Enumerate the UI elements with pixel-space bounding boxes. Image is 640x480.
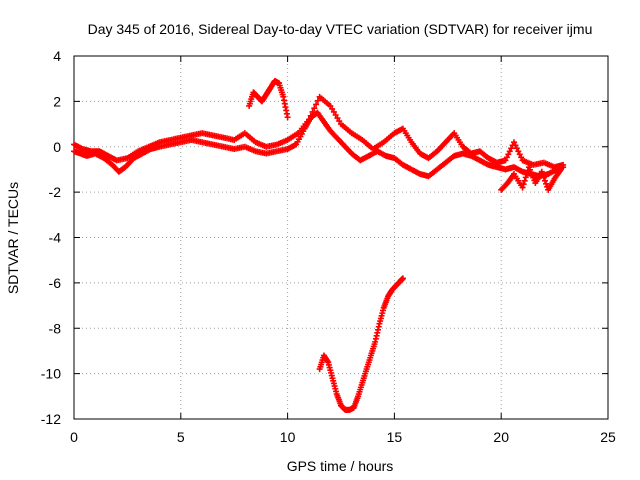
data-point xyxy=(521,177,528,184)
y-tick-label: 2 xyxy=(53,93,61,109)
data-point xyxy=(539,171,546,178)
y-tick-label: 4 xyxy=(53,48,61,64)
data-point xyxy=(540,174,547,181)
data-point xyxy=(515,148,522,155)
y-tick-label: -6 xyxy=(49,275,62,291)
data-point xyxy=(543,180,550,187)
data-point xyxy=(518,154,525,161)
y-tick-label: -12 xyxy=(41,411,61,427)
y-tick-label: -2 xyxy=(49,184,62,200)
series-trace-scatter-late xyxy=(498,164,565,193)
data-point xyxy=(519,184,526,191)
data-point xyxy=(511,139,518,146)
x-tick-label: 20 xyxy=(493,429,509,445)
data-point xyxy=(309,108,316,115)
data-point xyxy=(334,115,341,122)
data-point xyxy=(505,151,512,158)
x-tick-label: 15 xyxy=(387,429,403,445)
data-point xyxy=(284,114,291,121)
x-tick-label: 25 xyxy=(600,429,616,445)
data-point xyxy=(516,151,523,158)
data-point xyxy=(327,102,334,109)
data-point xyxy=(314,97,321,104)
data-point xyxy=(538,168,545,175)
y-tick-label: -8 xyxy=(49,320,62,336)
y-axis-label: SDTVAR / TECUs xyxy=(5,182,21,294)
data-point xyxy=(541,177,548,184)
data-point xyxy=(508,145,515,152)
x-tick-label: 0 xyxy=(70,429,78,445)
chart-title: Day 345 of 2016, Sidereal Day-to-day VTE… xyxy=(88,21,593,37)
data-point xyxy=(305,116,312,123)
data-point xyxy=(523,170,530,177)
series-trace-dip xyxy=(316,275,406,413)
data-point xyxy=(513,145,520,152)
data-point xyxy=(307,112,314,119)
data-point xyxy=(329,105,336,112)
x-axis-ticks: 0 5 10 15 20 25 xyxy=(70,56,616,445)
data-point xyxy=(332,111,339,118)
data-point xyxy=(313,101,320,108)
x-tick-label: 10 xyxy=(280,429,296,445)
y-tick-label: -4 xyxy=(49,230,62,246)
y-tick-label: -10 xyxy=(41,366,61,382)
y-tick-label: 0 xyxy=(53,139,61,155)
data-point xyxy=(330,108,337,115)
data-point xyxy=(512,142,519,149)
data-point xyxy=(502,157,509,164)
data-point xyxy=(336,118,343,125)
y-axis-ticks: -12 -10 -8 -6 -4 -2 0 2 4 xyxy=(41,48,608,427)
data-point xyxy=(520,181,527,188)
data-point xyxy=(399,275,406,282)
x-tick-label: 5 xyxy=(177,429,185,445)
series-trace-gap-8-10h xyxy=(246,77,291,121)
data-point xyxy=(558,166,565,173)
x-axis-label: GPS time / hours xyxy=(287,458,394,474)
data-point xyxy=(522,174,529,181)
grid xyxy=(74,56,608,419)
series-trace-upper xyxy=(71,93,567,171)
series-trace-main xyxy=(71,109,567,180)
data-marks xyxy=(71,77,567,413)
data-point xyxy=(311,105,318,112)
data-point xyxy=(560,161,567,168)
data-point xyxy=(506,148,513,155)
data-point xyxy=(503,154,510,161)
